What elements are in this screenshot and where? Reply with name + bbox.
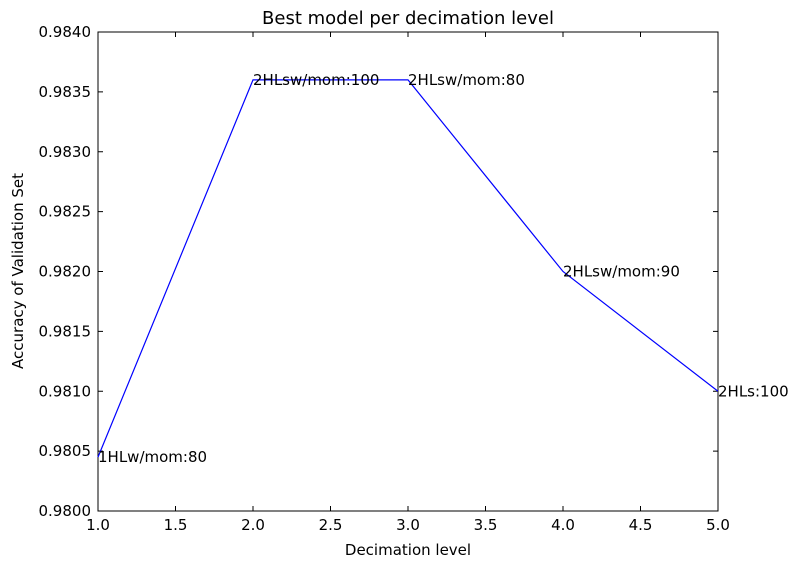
tick-marks bbox=[97, 31, 719, 512]
x-tick-label: 2.0 bbox=[241, 516, 265, 534]
y-axis-label: Accuracy of Validation Set bbox=[9, 173, 27, 369]
y-tick-label: 0.9805 bbox=[39, 442, 92, 460]
point-label: 2HLsw/mom:90 bbox=[563, 263, 680, 281]
x-tick-label: 5.0 bbox=[706, 516, 730, 534]
x-tick-label: 4.5 bbox=[629, 516, 653, 534]
x-tick-label: 3.5 bbox=[474, 516, 498, 534]
point-label: 1HLw/mom:80 bbox=[98, 448, 207, 466]
chart-title: Best model per decimation level bbox=[262, 8, 554, 29]
point-label: 2HLs:100 bbox=[718, 382, 789, 400]
point-label: 2HLsw/mom:100 bbox=[253, 71, 379, 89]
y-tick-label: 0.9840 bbox=[39, 23, 92, 41]
x-tick-label: 4.0 bbox=[551, 516, 575, 534]
x-tick-label: 1.5 bbox=[164, 516, 188, 534]
y-tick-label: 0.9820 bbox=[39, 263, 92, 281]
y-tick-label: 0.9815 bbox=[39, 322, 92, 340]
y-tick-label: 0.9835 bbox=[39, 83, 92, 101]
point-labels: 1HLw/mom:80 2HLsw/mom:100 2HLsw/mom:80 2HLs… bbox=[98, 71, 789, 466]
point-label: 2HLsw/mom:80 bbox=[408, 71, 525, 89]
x-tick-label: 1.0 bbox=[86, 516, 110, 534]
series-layer bbox=[97, 79, 719, 458]
y-tick-label: 0.9810 bbox=[39, 382, 92, 400]
y-tick-label: 0.9830 bbox=[39, 143, 92, 161]
tick-labels: 1.0 1.5 2.0 2.5 3.0 3.5 4.0 4.5 5.0 0.9800 0.9805 0… bbox=[39, 23, 730, 534]
y-tick-label: 0.9825 bbox=[39, 203, 92, 221]
x-tick-label: 3.0 bbox=[396, 516, 420, 534]
x-tick-label: 2.5 bbox=[319, 516, 343, 534]
y-tick-label: 0.9800 bbox=[39, 502, 92, 520]
x-axis-label: Decimation level bbox=[345, 541, 471, 559]
plot-area bbox=[97, 31, 719, 512]
